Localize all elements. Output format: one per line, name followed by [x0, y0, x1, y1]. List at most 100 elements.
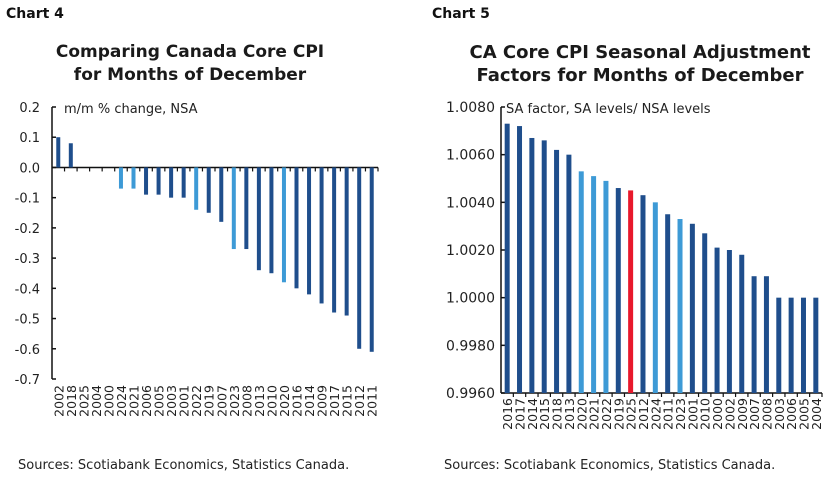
bar-2003 [169, 167, 174, 198]
x-tick-label: 2010 [264, 385, 279, 417]
bar-2010 [269, 167, 274, 274]
x-tick-label: 2007 [747, 398, 762, 430]
y-tick-label: -0.6 [15, 343, 40, 358]
y-tick-label: 1.0040 [446, 195, 495, 211]
bar-2013 [566, 154, 572, 393]
bar-2009 [319, 167, 324, 304]
chart4-title-line1: Comparing Canada Core CPI [55, 42, 325, 62]
bar-2008 [244, 167, 249, 250]
x-tick-label: 2024 [114, 385, 129, 417]
y-tick-label: 0.9980 [446, 338, 495, 354]
chart5-title-line1: CA Core CPI Seasonal Adjustment [469, 42, 811, 63]
y-tick-label: -0.1 [15, 192, 40, 207]
x-tick-label: 2024 [648, 398, 663, 430]
bar-2023 [677, 219, 683, 393]
x-tick-label: 2010 [698, 398, 713, 430]
y-tick-label: 1.0060 [446, 148, 495, 164]
bar-2017 [332, 167, 337, 313]
x-tick-label: 2007 [214, 385, 229, 417]
y-axis-label: SA factor, SA levels/ NSA levels [506, 102, 711, 117]
x-tick-label: 2020 [277, 385, 292, 417]
chart5-title-line2: Factors for Months of December [476, 65, 804, 86]
bar-2006 [788, 297, 794, 393]
x-tick-label: 2008 [239, 385, 254, 417]
x-tick-label: 2004 [809, 398, 824, 430]
y-tick-label: 0.2 [19, 101, 40, 116]
bar-2014 [307, 167, 312, 295]
x-tick-label: 2006 [784, 398, 799, 430]
bar-2015 [344, 167, 349, 316]
chart5-source: Sources: Scotiabank Economics, Statistic… [444, 458, 776, 473]
bar-2007 [751, 276, 757, 393]
bar-2024 [118, 167, 123, 189]
x-tick-label: 2002 [722, 398, 737, 430]
bar-2019 [206, 167, 211, 213]
y-tick-label: 1.0000 [446, 291, 495, 307]
chart4-title-line2: for Months of December [73, 65, 307, 85]
y-tick-label: -0.5 [15, 313, 40, 328]
bar-2025 [628, 190, 634, 393]
x-tick-label: 2021 [587, 398, 602, 430]
bar-2011 [369, 167, 374, 352]
x-tick-label: 2000 [710, 398, 725, 430]
bar-2016 [504, 123, 510, 393]
x-tick-label: 2011 [661, 398, 676, 430]
x-tick-label: 2000 [101, 385, 116, 417]
y-tick-label: 1.0020 [446, 243, 495, 259]
x-tick-label: 2014 [302, 385, 317, 417]
x-tick-label: 2002 [51, 385, 66, 417]
x-tick-label: 2008 [759, 398, 774, 430]
x-tick-label: 2004 [89, 385, 104, 417]
x-tick-label: 2003 [164, 385, 179, 417]
bar-2010 [702, 233, 708, 393]
bar-2008 [763, 276, 769, 393]
y-tick-label: 1.0080 [446, 100, 495, 116]
bar-2020 [578, 171, 584, 393]
x-tick-label: 2001 [685, 398, 700, 430]
y-tick-label: 0.9960 [446, 386, 495, 402]
x-tick-label: 2017 [327, 385, 342, 417]
bar-2001 [689, 223, 695, 393]
bar-2024 [652, 202, 658, 393]
y-tick-label: 0.1 [19, 131, 40, 146]
bar-2011 [665, 214, 671, 393]
x-tick-label: 2006 [139, 385, 154, 417]
x-tick-label: 2016 [290, 385, 305, 417]
y-tick-label: -0.2 [15, 222, 40, 237]
x-tick-label: 2015 [537, 398, 552, 430]
bar-2012 [640, 195, 646, 393]
x-tick-label: 2005 [796, 398, 811, 430]
bar-2012 [357, 167, 362, 349]
bar-2021 [131, 167, 136, 189]
bar-2002 [56, 137, 61, 168]
chart5-title: CA Core CPI Seasonal Adjustment Factors f… [455, 41, 825, 87]
x-tick-label: 2009 [735, 398, 750, 430]
y-axis-label: m/m % change, NSA [64, 102, 198, 117]
x-tick-label: 2022 [189, 385, 204, 417]
bar-2003 [776, 297, 782, 393]
x-tick-label: 2025 [624, 398, 639, 430]
bar-2002 [726, 250, 732, 393]
bar-2019 [615, 188, 621, 393]
x-tick-label: 2009 [315, 385, 330, 417]
chart4-title: Comparing Canada Core CPI for Months of D… [40, 41, 340, 87]
bar-2022 [603, 180, 609, 393]
x-tick-label: 2012 [636, 398, 651, 430]
x-tick-label: 2022 [599, 398, 614, 430]
x-tick-label: 2001 [177, 385, 192, 417]
y-tick-label: -0.3 [15, 252, 40, 267]
y-tick-label: -0.7 [15, 373, 40, 388]
x-tick-label: 2014 [525, 398, 540, 430]
x-tick-label: 2025 [76, 385, 91, 417]
bar-2018 [554, 149, 560, 393]
bar-2021 [591, 176, 597, 393]
x-tick-label: 2020 [574, 398, 589, 430]
bar-2014 [529, 137, 535, 393]
chart4-source: Sources: Scotiabank Economics, Statistic… [18, 458, 350, 473]
x-tick-label: 2011 [365, 385, 380, 417]
x-tick-label: 2016 [500, 398, 515, 430]
chart4-label: Chart 4 [6, 6, 64, 22]
bar-2005 [156, 167, 161, 195]
bar-2004 [813, 297, 819, 393]
